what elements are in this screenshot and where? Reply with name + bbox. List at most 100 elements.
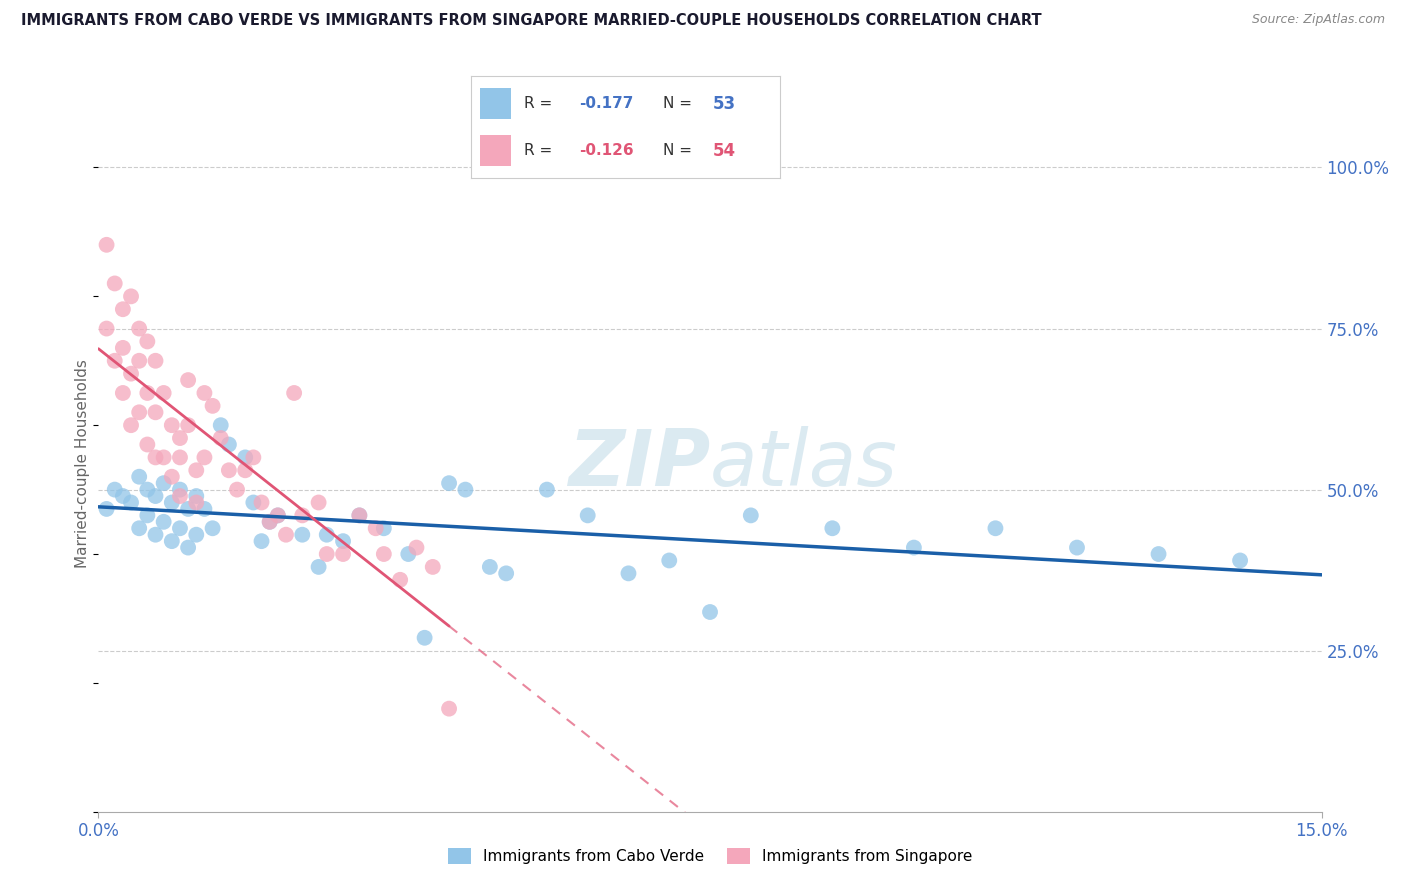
Text: IMMIGRANTS FROM CABO VERDE VS IMMIGRANTS FROM SINGAPORE MARRIED-COUPLE HOUSEHOLD: IMMIGRANTS FROM CABO VERDE VS IMMIGRANTS… <box>21 13 1042 29</box>
Text: 54: 54 <box>713 142 735 160</box>
Text: Source: ZipAtlas.com: Source: ZipAtlas.com <box>1251 13 1385 27</box>
Point <box>1229 553 1251 567</box>
Point <box>169 489 191 503</box>
Point <box>128 353 150 368</box>
Point <box>349 508 371 523</box>
Point <box>903 541 925 555</box>
Text: 53: 53 <box>713 95 735 112</box>
Point <box>136 483 159 497</box>
Point <box>349 508 371 523</box>
Point <box>160 418 183 433</box>
Point <box>104 277 127 291</box>
Point <box>169 521 191 535</box>
Point <box>160 495 183 509</box>
Point <box>250 534 273 549</box>
Point <box>145 353 167 368</box>
Point <box>242 495 264 509</box>
Point <box>242 450 264 465</box>
Point <box>984 521 1007 535</box>
Point <box>152 476 174 491</box>
Point <box>145 489 167 503</box>
Point <box>478 560 501 574</box>
Point <box>177 373 200 387</box>
Point <box>201 521 224 535</box>
Legend: Immigrants from Cabo Verde, Immigrants from Singapore: Immigrants from Cabo Verde, Immigrants f… <box>441 842 979 871</box>
Point <box>128 321 150 335</box>
Point <box>218 463 240 477</box>
Point <box>128 405 150 419</box>
Point <box>267 508 290 523</box>
Point <box>145 450 167 465</box>
Point <box>226 483 249 497</box>
Point <box>291 527 314 541</box>
Point <box>177 502 200 516</box>
Point <box>96 502 118 516</box>
Point <box>193 386 215 401</box>
Point <box>308 560 330 574</box>
Point <box>437 701 460 715</box>
Point <box>111 489 134 503</box>
Point <box>699 605 721 619</box>
Point <box>364 521 387 535</box>
Point <box>128 521 150 535</box>
Point <box>145 527 167 541</box>
Point <box>104 353 127 368</box>
Point <box>1066 541 1088 555</box>
Text: R =: R = <box>523 96 557 111</box>
Point <box>454 483 477 497</box>
Point <box>152 450 174 465</box>
Y-axis label: Married-couple Households: Married-couple Households <box>75 359 90 568</box>
Point <box>169 483 191 497</box>
Text: N =: N = <box>662 96 696 111</box>
Point <box>437 476 460 491</box>
Point <box>233 463 256 477</box>
Point <box>308 495 330 509</box>
Point <box>396 547 419 561</box>
Point <box>209 418 232 433</box>
Point <box>495 566 517 581</box>
Point <box>617 566 640 581</box>
Text: N =: N = <box>662 144 696 158</box>
Point <box>658 553 681 567</box>
Bar <box>481 88 512 119</box>
Text: -0.126: -0.126 <box>579 144 634 158</box>
Point <box>218 437 240 451</box>
Point <box>413 631 436 645</box>
Point <box>145 405 167 419</box>
Point <box>1147 547 1170 561</box>
Point <box>111 386 134 401</box>
Point <box>152 386 174 401</box>
Point <box>291 508 314 523</box>
Point <box>136 508 159 523</box>
Point <box>136 437 159 451</box>
Point <box>373 547 395 561</box>
Text: -0.177: -0.177 <box>579 96 634 111</box>
Point <box>283 386 305 401</box>
Text: ZIP: ZIP <box>568 425 710 502</box>
Point <box>250 495 273 509</box>
Point <box>373 521 395 535</box>
Point <box>152 515 174 529</box>
Point <box>259 515 281 529</box>
Point <box>186 489 208 503</box>
Point <box>128 469 150 483</box>
Point <box>136 334 159 349</box>
Point <box>821 521 844 535</box>
Point <box>186 463 208 477</box>
Point <box>96 321 118 335</box>
Point <box>160 534 183 549</box>
Point <box>186 495 208 509</box>
Text: R =: R = <box>523 144 557 158</box>
Point <box>422 560 444 574</box>
Point <box>186 527 208 541</box>
Point <box>193 502 215 516</box>
Point <box>104 483 127 497</box>
Point <box>332 534 354 549</box>
Point <box>233 450 256 465</box>
Point <box>389 573 412 587</box>
Point <box>267 508 290 523</box>
Point <box>315 527 337 541</box>
Point <box>209 431 232 445</box>
Point <box>160 469 183 483</box>
Point <box>96 237 118 252</box>
